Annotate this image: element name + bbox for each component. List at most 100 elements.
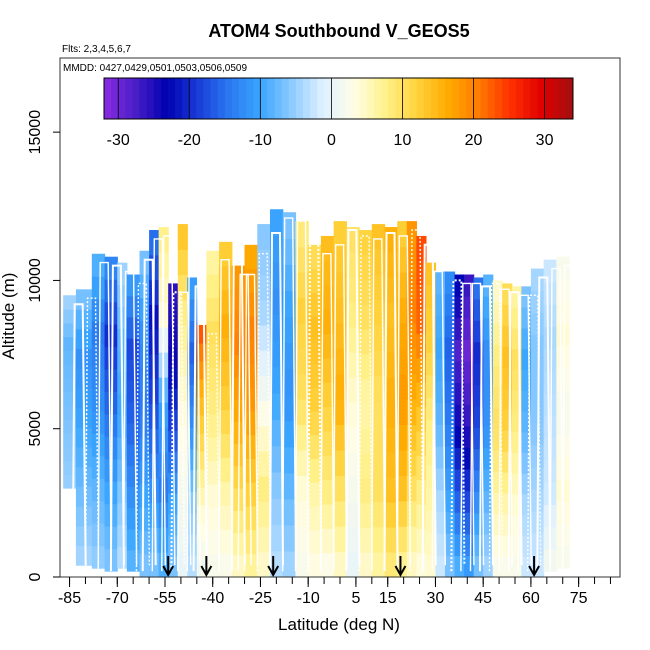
colorbar-swatch [210,78,219,119]
heatmap-cell [187,555,198,578]
heatmap-cell [425,464,437,488]
heatmap-cell [139,507,150,531]
heatmap-cell [359,403,373,429]
flight-track-segment [517,294,532,572]
heatmap-cell [346,352,360,378]
heatmap-cell [91,321,106,345]
heatmap-cell [320,333,335,359]
heatmap-cell [270,393,284,420]
heatmap-cell [384,527,398,553]
heatmap-cell [219,505,233,530]
profile-marker-head [267,565,280,578]
heatmap-cell [187,534,198,557]
colorbar-swatch [473,78,482,119]
heatmap-cell [530,334,545,358]
heatmap-cell [346,452,360,478]
heatmap-cell [416,260,427,286]
colorbar-swatch [104,78,112,119]
heatmap-cell [406,322,417,349]
flight-track-segment [269,232,284,572]
heatmap-cell [231,354,246,378]
heatmap-cell [502,304,513,326]
heatmap-cell [425,285,437,309]
heatmap-cell [333,424,347,451]
heatmap-cell [464,468,475,492]
heatmap-cell [445,424,456,447]
colorbar-swatch [331,78,339,119]
flight-track-segment [332,244,348,572]
heatmap-cell [464,404,475,427]
heatmap-cell [483,468,494,492]
heatmap-cell [187,470,198,493]
colorbar-swatch [409,78,418,119]
heatmap-cell [75,545,93,566]
heatmap-cell [206,390,220,415]
heatmap-cell [196,414,207,434]
heatmap-cell [346,402,360,428]
heatmap-cell [63,350,77,365]
heatmap-cell [483,360,494,384]
heatmap-cell [454,533,465,556]
heatmap-cell [196,396,207,416]
heatmap-cell [320,455,335,481]
heatmap-cell [435,555,446,578]
heatmap-cell [425,307,437,331]
heatmap-cell [295,399,309,426]
heatmap-cell [295,475,309,502]
profile-marker-head [394,565,407,578]
heatmap-cell [333,221,347,248]
heatmap-cell [244,244,258,270]
heatmap-cell [483,382,494,405]
flight-track-segment [562,264,577,572]
heatmap-cell [397,424,408,451]
heatmap-cell [308,244,322,270]
x-axis: -85 -70 -55 -40 -25 -10 5 15 30 45 60 75 [58,577,611,607]
x-tick-label: -10 [297,590,320,607]
heatmap-cell [244,410,258,436]
colorbar-swatch [189,78,197,119]
heatmap-cell [346,427,360,453]
heatmap-cell [435,315,446,338]
heatmap-cell [502,430,513,452]
heatmap-cell [359,378,373,405]
heatmap-cell [397,475,408,502]
heatmap-cell [177,526,188,553]
heatmap-cell [473,491,484,514]
heatmap-cell [206,250,220,275]
heatmap-cell [521,452,532,474]
colorbar-swatch [175,78,183,119]
heatmap-cell [126,401,141,424]
heatmap-cell [63,295,77,310]
flight-track-segment [549,267,564,572]
colorbar-swatch [452,78,460,119]
heatmap-cell [75,525,93,547]
heatmap-cell [521,390,532,412]
heatmap-cell [196,324,207,344]
heatmap-cell [333,526,347,553]
heatmap-cell [397,500,408,527]
heatmap-cell [177,274,188,301]
colorbar-swatch [196,78,204,119]
heatmap-cell [543,370,557,394]
x-tick-label: -55 [153,590,176,607]
heatmap-cell [483,425,494,448]
heatmap-cell [464,296,475,319]
heatmap-cell [416,235,427,261]
heatmap-cell [257,476,271,502]
heatmap-cell [91,276,106,300]
heatmap-cell [206,553,220,578]
heatmap-cell [371,551,386,578]
heatmap-cell [333,373,347,400]
heatmap-cell [454,425,465,448]
heatmap-cell [511,369,522,391]
heatmap-cell [139,437,150,462]
heatmap-cell [168,514,179,536]
heatmap-cell [333,348,347,375]
heatmap-cell [244,434,258,459]
heatmap-cell [397,449,408,476]
heatmap-cell [295,526,309,553]
heatmap-cell [333,399,347,426]
heatmap-cell [371,400,386,427]
heatmap-cell [502,325,513,347]
